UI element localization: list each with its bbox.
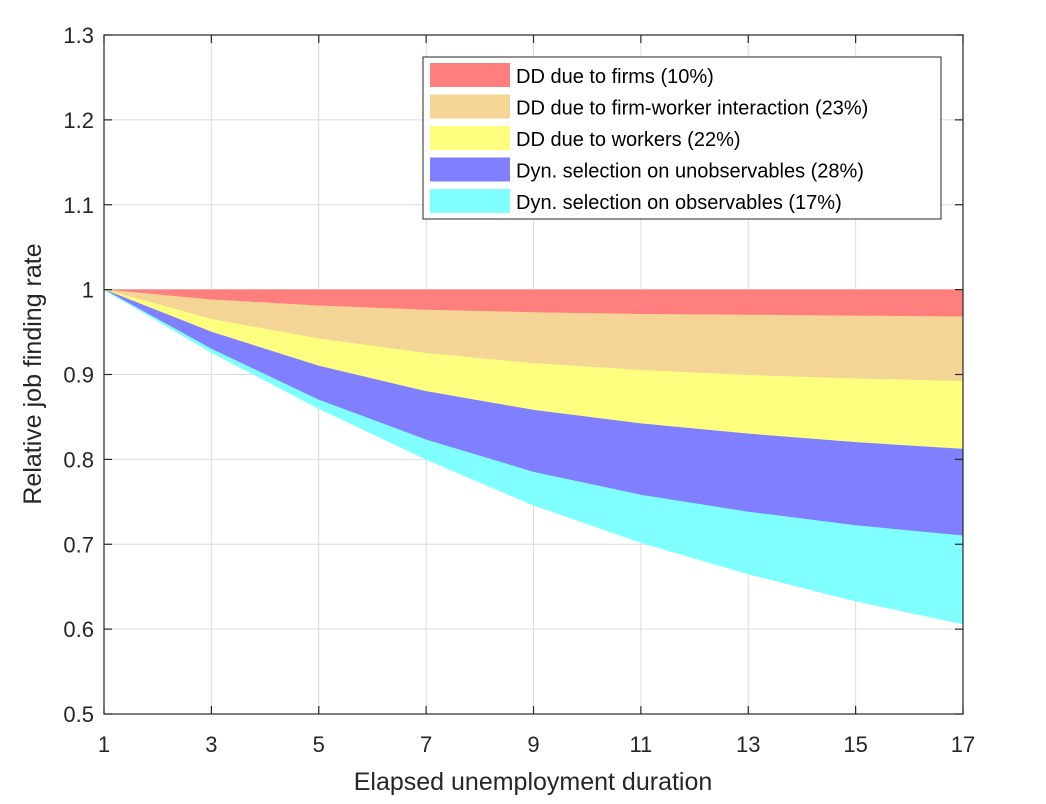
y-tick-label: 0.6 xyxy=(63,617,94,642)
legend-items: DD due to firms (10%) DD due to firm-work… xyxy=(430,63,868,214)
legend: DD due to firms (10%) DD due to firm-work… xyxy=(422,56,942,220)
y-tick-label: 1.1 xyxy=(63,193,94,218)
legend-label-dyn-selection-on-unobservables-28: Dyn. selection on unobservables (28%) xyxy=(516,161,864,183)
x-axis-label: Elapsed unemployment duration xyxy=(354,768,713,796)
legend-swatch-dd-due-to-firm-worker-interaction-23 xyxy=(430,94,510,119)
y-axis-label: Relative job finding rate xyxy=(19,243,47,504)
x-tick-label: 3 xyxy=(205,732,217,757)
x-tick-label: 15 xyxy=(843,732,867,757)
legend-swatch-dyn-selection-on-observables-17 xyxy=(430,189,510,213)
legend-label-dyn-selection-on-observables-17: Dyn. selection on observables (17%) xyxy=(516,192,842,214)
legend-label-dd-due-to-workers-22: DD due to workers (22%) xyxy=(516,129,741,151)
y-tick-label: 1 xyxy=(82,278,94,303)
x-tick-label: 17 xyxy=(951,732,975,757)
legend-swatch-dyn-selection-on-unobservables-28 xyxy=(430,157,510,182)
y-tick-label: 0.5 xyxy=(63,702,94,727)
x-tick-label: 13 xyxy=(736,732,760,757)
legend-label-dd-due-to-firm-worker-interaction-23: DD due to firm-worker interaction (23%) xyxy=(516,98,868,120)
y-tick-label: 1.3 xyxy=(63,23,94,48)
y-axis-ticks: 0.5 0.6 0.7 0.8 0.9 1 1.1 1.2 1.3 xyxy=(63,23,963,727)
y-tick-label: 0.8 xyxy=(63,447,94,472)
x-tick-label: 11 xyxy=(629,732,652,757)
legend-swatch-dd-due-to-firms-10 xyxy=(430,63,510,87)
x-tick-label: 1 xyxy=(98,732,110,757)
legend-label-dd-due-to-firms-10: DD due to firms (10%) xyxy=(516,66,714,88)
x-axis-ticks: 1 3 5 7 9 11 13 15 17 xyxy=(98,35,975,757)
y-tick-label: 0.9 xyxy=(63,363,94,388)
legend-swatch-dd-due-to-workers-22 xyxy=(430,126,510,150)
y-tick-label: 1.2 xyxy=(63,108,94,133)
x-tick-label: 7 xyxy=(420,732,432,757)
x-tick-label: 9 xyxy=(527,732,539,757)
y-tick-label: 0.7 xyxy=(63,532,94,557)
x-tick-label: 5 xyxy=(313,732,325,757)
